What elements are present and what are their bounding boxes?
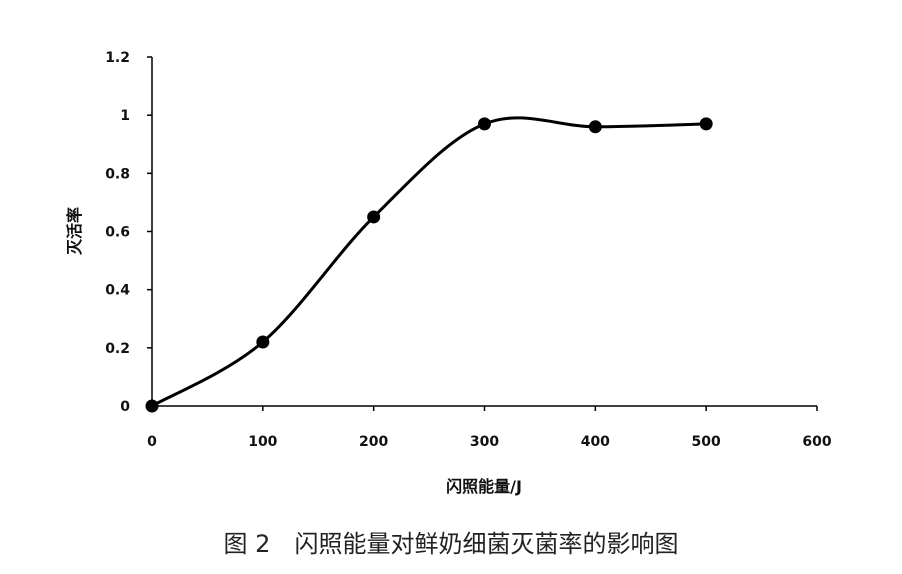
x-tick-label: 0 [147,434,157,450]
chart-axes [147,56,818,411]
y-tick-label: 0.2 [105,341,130,357]
y-tick-label: 0.8 [105,166,130,182]
series-line [151,116,707,408]
data-point [145,399,159,413]
x-tick-label: 100 [248,434,277,450]
x-tick-label: 300 [470,434,499,450]
x-axis-title: 闪照能量/J [446,477,522,496]
data-point [478,117,491,131]
y-tick-label: 1 [120,108,130,124]
x-tick-label: 600 [802,434,831,450]
figure-caption: 图 2 闪照能量对鲜奶细菌灭菌率的影响图 [224,530,679,558]
y-axis-title: 灭活率 [65,207,84,256]
y-tick-label: 0 [120,399,130,415]
x-tick-label: 200 [359,434,388,450]
x-tick-labels: 0 100 200 300 400 500 600 [147,434,832,450]
x-tick-label: 500 [692,434,721,450]
y-tick-labels: 0 0.2 0.4 0.6 0.8 1 1.2 [105,50,130,415]
series-group [145,116,713,413]
x-tick-label: 400 [581,434,610,450]
data-point [367,210,381,224]
data-point [588,120,602,134]
data-point [699,117,713,131]
y-tick-label: 0.6 [105,225,130,241]
y-tick-label: 0.4 [105,283,130,299]
y-tick-label: 1.2 [105,50,130,66]
data-point [256,335,270,349]
